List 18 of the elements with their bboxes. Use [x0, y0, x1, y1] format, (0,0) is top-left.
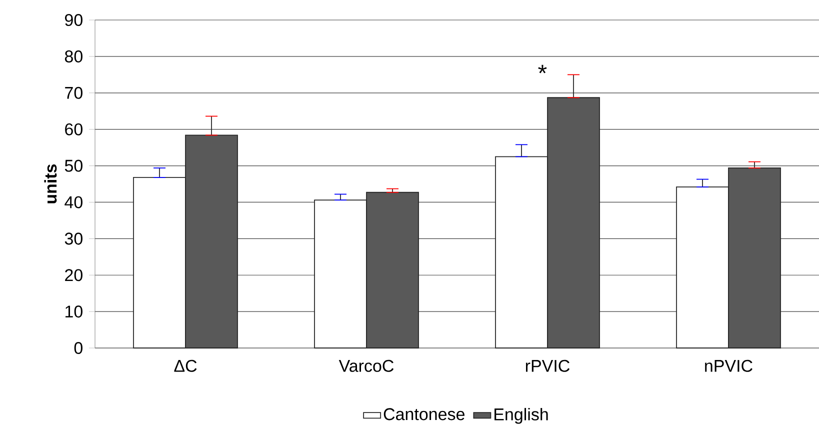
- legend-label: English: [494, 408, 548, 424]
- y-tick-label: 20: [65, 269, 82, 282]
- y-tick-label: 30: [64, 232, 82, 245]
- y-tick-label: 40: [64, 196, 82, 208]
- x-tick-label: ΔC: [174, 360, 197, 372]
- annotation: *: [538, 64, 547, 74]
- x-tick-label: VarcoC: [338, 360, 394, 372]
- y-tick-label: 70: [65, 86, 82, 99]
- y-tick-label: 90: [65, 14, 82, 26]
- y-tick-label: 0: [74, 342, 82, 354]
- y-tick-label: 10: [66, 306, 82, 318]
- x-tick-label: rPVIC: [526, 360, 570, 372]
- y-tick-label: 50: [64, 160, 82, 172]
- y-axis-title: units: [44, 164, 57, 204]
- legend-label: Cantonese: [384, 408, 464, 420]
- x-tick-label: nPVIC: [705, 360, 752, 372]
- y-tick-label: 80: [64, 50, 82, 62]
- y-tick-label: 60: [65, 123, 82, 136]
